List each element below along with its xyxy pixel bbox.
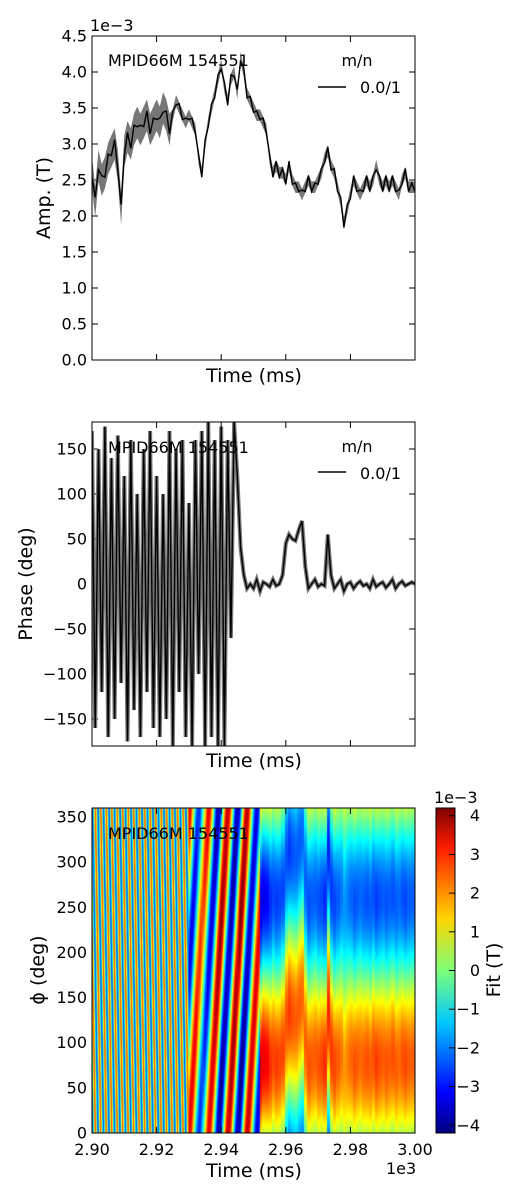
ytick-label: 0.0 xyxy=(62,351,87,370)
amplitude-axes-frame xyxy=(91,35,416,361)
ytick-label: 150 xyxy=(56,988,87,1007)
xtick-label: 2.98 xyxy=(333,1140,369,1159)
amplitude-legend-entry: 0.0/1 xyxy=(360,78,401,97)
amplitude-offset-label: 1e−3 xyxy=(90,16,134,35)
colorbar-label: Fit (T) xyxy=(483,943,505,998)
ytick-label: 100 xyxy=(56,1033,87,1052)
colorbar-tick-label: 4 xyxy=(470,806,480,825)
amplitude-panel: 0.0 0.5 1.0 1.5 2.0 2.5 3.0 3.5 4.0 4.5 1e−3 MPID… xyxy=(33,16,416,387)
amplitude-ylabel: Amp. (T) xyxy=(33,157,55,239)
amplitude-annotation: MPID66M 154551 xyxy=(108,51,249,70)
ytick-label: 2.5 xyxy=(62,171,87,190)
xtick-label: 3.00 xyxy=(397,1140,433,1159)
ytick-label: −50 xyxy=(53,620,87,639)
heatmap-image xyxy=(92,808,415,1133)
colorbar-tick-label: 1 xyxy=(470,922,480,941)
ytick-label: 2.0 xyxy=(62,207,87,226)
heatmap-x-offset-label: 1e3 xyxy=(386,1159,416,1178)
ytick-label: 250 xyxy=(56,898,87,917)
ytick-label: 100 xyxy=(56,485,87,504)
phase-legend: m/n 0.0/1 xyxy=(318,437,401,483)
phase-axes-frame xyxy=(91,421,416,747)
ytick-label: −100 xyxy=(43,665,87,684)
amplitude-ytick-labels: 0.0 0.5 1.0 1.5 2.0 2.5 3.0 3.5 4.0 4.5 xyxy=(62,27,415,370)
phase-ytick-labels: −150 −100 −50 0 50 100 150 xyxy=(43,440,415,729)
phase-panel: −150 −100 −50 0 50 100 150 MPID66M 154551 m/n … xyxy=(15,421,416,772)
amplitude-xticks xyxy=(91,36,416,360)
ytick-label: 0 xyxy=(77,1124,87,1143)
ytick-label: 1.5 xyxy=(62,243,87,262)
ytick-label: 3.0 xyxy=(62,135,87,154)
heatmap-axes-frame xyxy=(91,807,416,1134)
colorbar-tick-label: 0 xyxy=(470,961,480,980)
amplitude-series-line xyxy=(92,59,415,228)
ytick-label: 1.0 xyxy=(62,279,87,298)
colorbar-offset-label: 1e−3 xyxy=(434,788,478,807)
amplitude-xlabel: Time (ms) xyxy=(205,365,302,387)
xtick-label: 2.96 xyxy=(268,1140,304,1159)
ytick-label: 3.5 xyxy=(62,99,87,118)
heatmap-xtick-labels: 2.90 2.92 2.94 2.96 2.98 3.00 xyxy=(74,808,433,1159)
ytick-label: 350 xyxy=(56,808,87,827)
colorbar-tick-label: −4 xyxy=(456,1116,480,1135)
colorbar-tick-label: −3 xyxy=(456,1077,480,1096)
phase-series-line xyxy=(92,422,415,746)
ytick-label: 4.5 xyxy=(62,27,87,46)
heatmap-ylabel: ϕ (deg) xyxy=(27,935,49,1004)
xtick-label: 2.94 xyxy=(203,1140,239,1159)
colorbar-tick-label: −1 xyxy=(456,1000,480,1019)
amplitude-legend-title: m/n xyxy=(341,51,372,70)
amplitude-legend: m/n 0.0/1 xyxy=(318,51,401,97)
ytick-label: 0 xyxy=(77,575,87,594)
ytick-label: 0.5 xyxy=(62,315,87,334)
ytick-label: 50 xyxy=(67,530,87,549)
heatmap-ytick-labels: 0 50 100 150 200 250 300 350 xyxy=(56,808,415,1143)
ytick-label: 50 xyxy=(67,1078,87,1097)
colorbar-tick-label: −2 xyxy=(456,1038,480,1057)
phase-ylabel: Phase (deg) xyxy=(15,527,37,640)
heatmap-annotation: MPID66M 154551 xyxy=(108,824,249,843)
ytick-label: 200 xyxy=(56,943,87,962)
ytick-label: 4.0 xyxy=(62,63,87,82)
phase-legend-title: m/n xyxy=(341,437,372,456)
colorbar-tick-labels: −4 −3 −2 −1 0 1 2 3 4 xyxy=(449,806,480,1135)
xtick-label: 2.92 xyxy=(139,1140,175,1159)
colorbar-tick-label: 3 xyxy=(470,845,480,864)
phase-xticks xyxy=(91,422,416,746)
heatmap-xlabel: Time (ms) xyxy=(205,1160,302,1182)
phase-annotation: MPID66M 154551 xyxy=(108,438,249,457)
ytick-label: −150 xyxy=(43,710,87,729)
xtick-label: 2.90 xyxy=(74,1140,110,1159)
colorbar-tick-label: 2 xyxy=(470,884,480,903)
colorbar: −4 −3 −2 −1 0 1 2 3 4 1e−3 Fit (T) xyxy=(434,788,505,1135)
phase-xlabel: Time (ms) xyxy=(205,750,302,772)
ytick-label: 150 xyxy=(56,440,87,459)
phase-legend-entry: 0.0/1 xyxy=(360,464,401,483)
ytick-label: 300 xyxy=(56,853,87,872)
